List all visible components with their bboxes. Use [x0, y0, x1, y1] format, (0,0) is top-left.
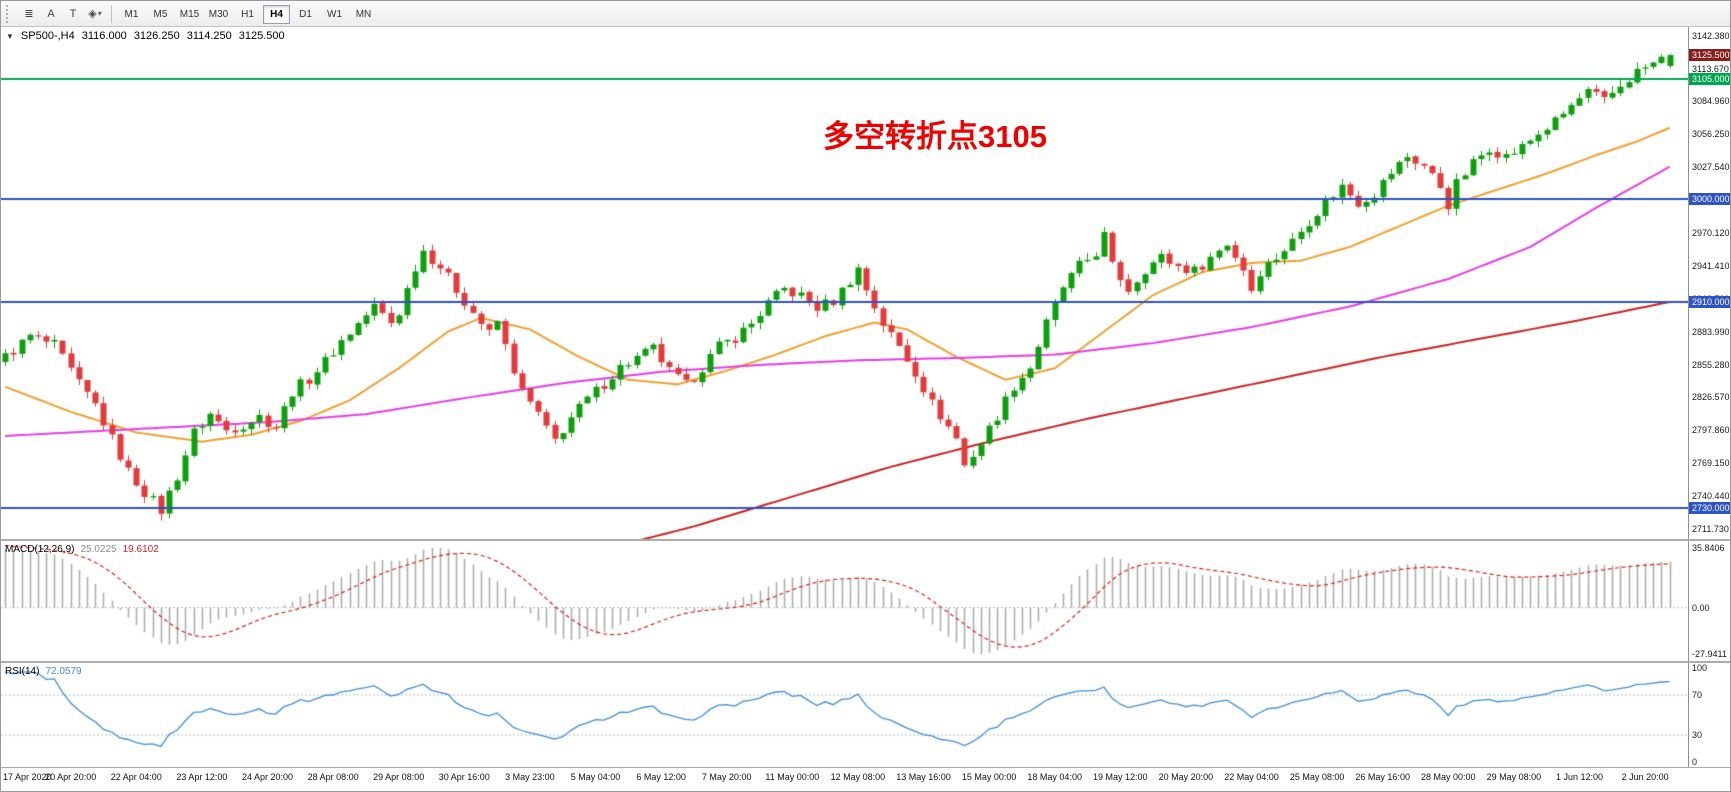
quote-high: 3126.250 — [133, 30, 180, 42]
rsi-tick-label: 30 — [1692, 730, 1703, 740]
quote-open: 3116.000 — [81, 30, 127, 42]
time-label: 3 May 23:00 — [505, 772, 555, 782]
timeframe-button-D1[interactable]: D1 — [299, 8, 312, 20]
chart-list-button[interactable]: ≣ — [24, 7, 34, 20]
time-label: 2 Jun 20:00 — [1621, 772, 1669, 782]
price-tick-label: 3056.250 — [1692, 129, 1730, 140]
macd-main-value: 25.0225 — [80, 544, 117, 555]
symbol-period-label: SP500-,H4 — [20, 30, 75, 42]
time-label: 24 Apr 20:00 — [241, 772, 294, 782]
price-tick-label: 3142.380 — [1692, 30, 1730, 41]
price-tick-label: 2826.570 — [1692, 392, 1730, 403]
timeframe-button-H1[interactable]: H1 — [241, 8, 254, 20]
timeframe-button-MN[interactable]: MN — [355, 8, 372, 20]
price-chart-panel[interactable]: ▼ SP500-,H4 3116.000 3126.250 3114.250 3… — [1, 27, 1730, 541]
quote-close: 3125.500 — [238, 30, 285, 42]
timeframe-button-M15[interactable]: M15 — [179, 8, 200, 20]
rsi-label-row: RSI(14) 72.0579 — [5, 666, 82, 677]
text-tool-button[interactable]: T — [69, 7, 77, 20]
chevron-down-icon[interactable]: ▼ — [6, 31, 14, 41]
rsi-canvas[interactable] — [1, 663, 1690, 767]
price-tick-label: 2740.440 — [1692, 491, 1730, 502]
time-axis[interactable]: 17 Apr 2020 20 Apr 20:00 22 Apr 04:00 23 Ap… — [1, 768, 1730, 791]
price-chart-canvas[interactable] — [1, 27, 1690, 539]
timeframe-button-W1[interactable]: W1 — [327, 8, 342, 20]
time-label: 6 May 12:00 — [636, 772, 686, 782]
time-label: 13 May 16:00 — [896, 772, 951, 782]
price-tick-label: 2711.730 — [1692, 524, 1729, 534]
price-tick-label: 3027.540 — [1692, 162, 1730, 173]
macd-panel[interactable]: MACD(12,26,9) 25.0225 19.6102 35.8406 0.0… — [1, 541, 1730, 663]
time-label: 11 May 00:00 — [765, 772, 820, 782]
price-badge: 2730.000 — [1689, 502, 1730, 515]
rsi-indicator-label: RSI(14) — [5, 666, 40, 677]
time-label: 25 May 08:00 — [1289, 772, 1345, 782]
price-tick-label: 2855.280 — [1692, 359, 1730, 370]
toolbar-separator — [111, 4, 112, 23]
price-tick-label: 2941.410 — [1692, 260, 1730, 271]
macd-tick-label: 35.8406 — [1692, 542, 1725, 553]
timeframe-button-M5[interactable]: M5 — [153, 8, 168, 20]
macd-canvas[interactable] — [1, 541, 1690, 661]
quote-header: ▼ SP500-,H4 3116.000 3126.250 3114.250 3… — [6, 30, 285, 42]
price-tick-label: 2769.150 — [1692, 458, 1730, 469]
price-tick-label: 3113.670 — [1692, 63, 1729, 74]
time-label: 22 Apr 04:00 — [110, 772, 162, 782]
time-label: 5 May 04:00 — [570, 772, 621, 782]
time-label: 7 May 20:00 — [701, 772, 752, 782]
rsi-panel[interactable]: RSI(14) 72.0579 100 70 30 0 — [1, 663, 1730, 768]
shapes-dropdown-button[interactable]: ◈ ▾ — [88, 7, 102, 20]
time-label: 20 Apr 20:00 — [45, 772, 97, 782]
time-label: 20 May 20:00 — [1158, 772, 1214, 782]
time-label: 29 Apr 08:00 — [373, 772, 425, 782]
time-label: 29 May 08:00 — [1486, 772, 1542, 782]
time-label: 18 May 04:00 — [1027, 772, 1082, 782]
price-badge: 2910.000 — [1689, 295, 1730, 308]
price-tick-label: 2970.120 — [1692, 228, 1730, 239]
time-label: 15 May 00:00 — [961, 772, 1017, 782]
macd-axis[interactable]: 35.8406 0.00 -27.9411 — [1688, 541, 1730, 661]
time-label: 17 Apr 2020 — [3, 772, 52, 782]
rsi-tick-label: 70 — [1692, 690, 1703, 700]
rsi-tick-label: 0 — [1692, 757, 1698, 767]
time-label: 19 May 12:00 — [1093, 772, 1148, 782]
timeframe-button-H4[interactable]: H4 — [263, 4, 290, 24]
price-badge: 3105.000 — [1689, 72, 1730, 85]
price-badge: 3125.500 — [1689, 49, 1730, 62]
time-label: 22 May 04:00 — [1224, 772, 1279, 782]
rsi-tick-label: 100 — [1692, 663, 1708, 673]
time-label: 28 May 00:00 — [1421, 772, 1476, 782]
toolbar: ≣ A T ◈ ▾ M1 M5 M15 M30 H1 H4 D1 W1 MN — [1, 1, 1730, 27]
annotation-text: 多空转折点3105 — [823, 119, 1047, 154]
time-label: 28 Apr 08:00 — [307, 772, 359, 782]
chevron-down-icon: ▾ — [97, 8, 102, 18]
price-axis[interactable]: 3142.380 3113.670 3084.960 3056.250 3027.540… — [1688, 27, 1730, 539]
macd-label-row: MACD(12,26,9) 25.0225 19.6102 — [5, 544, 159, 555]
macd-signal-value: 19.6102 — [122, 544, 159, 555]
price-badge: 3000.000 — [1689, 192, 1730, 205]
price-tick-label: 2883.990 — [1692, 326, 1730, 337]
time-label: 26 May 16:00 — [1355, 772, 1410, 782]
timeframe-button-M1[interactable]: M1 — [124, 8, 139, 20]
text-label-button[interactable]: A — [47, 7, 55, 20]
quote-low: 3114.250 — [186, 30, 232, 42]
toolbar-tools: ≣ A T ◈ ▾ — [18, 3, 106, 24]
timeframe-button-M30[interactable]: M30 — [208, 8, 229, 20]
rsi-value: 72.0579 — [45, 666, 82, 677]
macd-tick-label: -27.9411 — [1692, 649, 1727, 660]
time-label: 12 May 08:00 — [830, 772, 886, 782]
price-tick-label: 2797.860 — [1692, 425, 1730, 436]
macd-tick-label: 0.00 — [1692, 602, 1710, 613]
time-label: 23 Apr 12:00 — [176, 772, 228, 782]
macd-indicator-label: MACD(12,26,9) — [5, 544, 75, 555]
toolbar-grip[interactable] — [6, 4, 14, 23]
time-label: 30 Apr 16:00 — [438, 772, 490, 782]
rsi-axis[interactable]: 100 70 30 0 — [1688, 663, 1730, 767]
timeframe-toolbar: M1 M5 M15 M30 H1 H4 D1 W1 MN — [117, 4, 378, 24]
price-tick-label: 3084.960 — [1692, 96, 1730, 107]
time-label: 1 Jun 12:00 — [1555, 772, 1604, 782]
